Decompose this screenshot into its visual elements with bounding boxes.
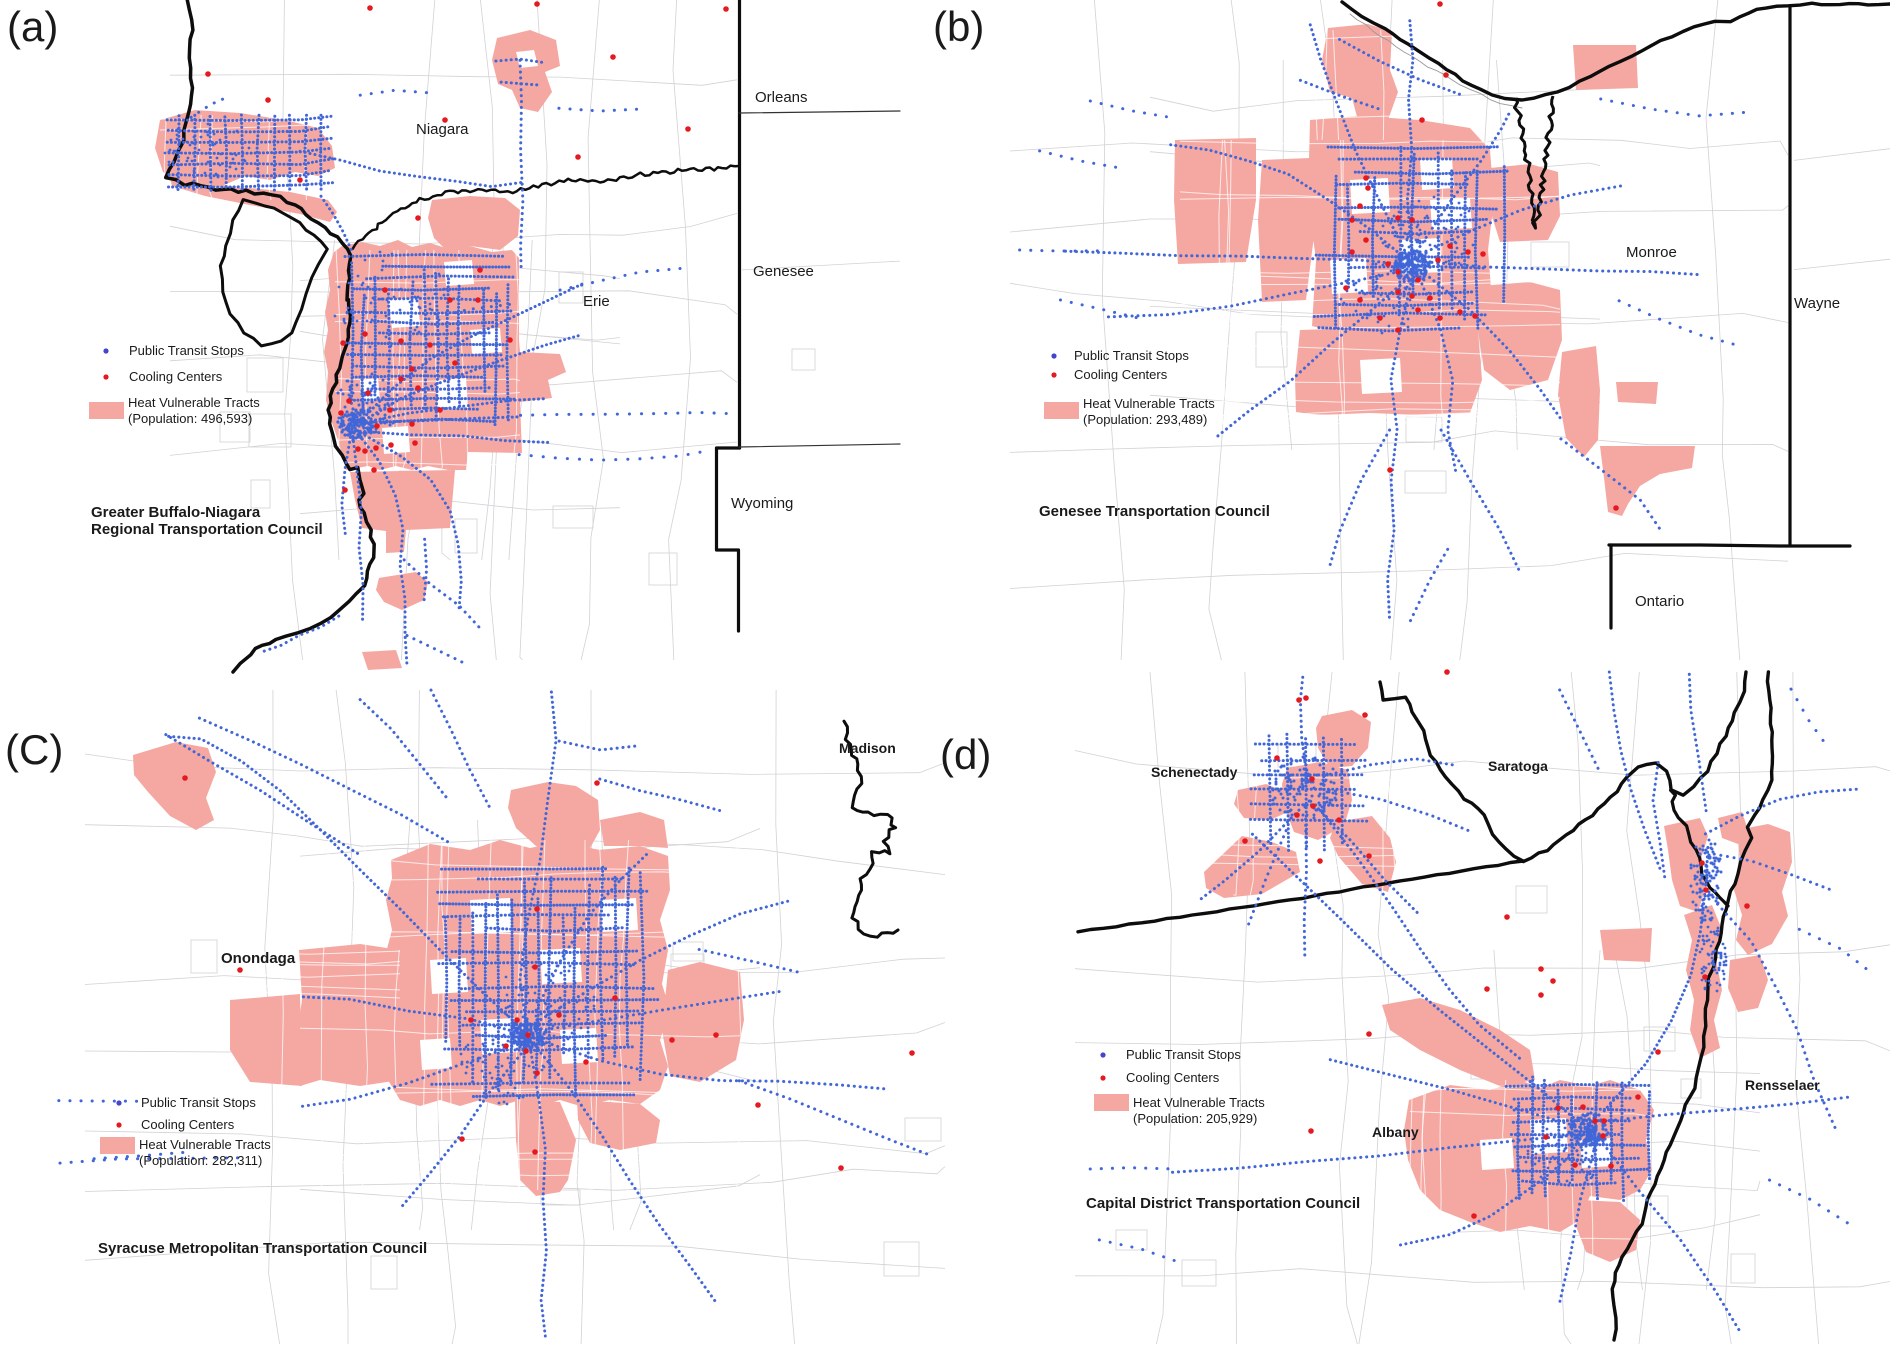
svg-text:Genesee: Genesee (753, 263, 814, 280)
svg-text:Cooling Centers: Cooling Centers (1126, 1070, 1220, 1085)
svg-text:(Population: 496,593): (Population: 496,593) (128, 411, 252, 426)
svg-text:(a): (a) (7, 3, 58, 50)
svg-text:Monroe: Monroe (1626, 244, 1677, 261)
svg-text:Rensselaer: Rensselaer (1745, 1077, 1820, 1093)
svg-text:Erie: Erie (583, 293, 610, 310)
svg-text:Public Transit Stops: Public Transit Stops (129, 343, 244, 358)
svg-text:Capital District Transportatio: Capital District Transportation Council (1086, 1195, 1360, 1212)
svg-text:Madison: Madison (839, 740, 896, 756)
svg-text:(Population: 293,489): (Population: 293,489) (1083, 412, 1207, 427)
svg-text:(d): (d) (940, 731, 991, 778)
svg-text:Niagara: Niagara (416, 121, 469, 138)
svg-text:Public Transit Stops: Public Transit Stops (1126, 1047, 1241, 1062)
svg-text:Orleans: Orleans (755, 89, 808, 106)
svg-text:Regional Transportation Counci: Regional Transportation Council (91, 521, 323, 538)
svg-text:Cooling Centers: Cooling Centers (141, 1117, 235, 1132)
svg-text:(Population: 205,929): (Population: 205,929) (1133, 1111, 1257, 1126)
svg-text:Cooling Centers: Cooling Centers (1074, 367, 1168, 382)
svg-text:Onondaga: Onondaga (221, 950, 296, 967)
svg-text:Syracuse Metropolitan Transpor: Syracuse Metropolitan Transportation Cou… (98, 1240, 427, 1257)
svg-text:Public Transit Stops: Public Transit Stops (141, 1095, 256, 1110)
svg-text:Heat Vulnerable Tracts: Heat Vulnerable Tracts (1083, 396, 1215, 411)
svg-text:Wayne: Wayne (1794, 295, 1840, 312)
svg-text:Heat Vulnerable Tracts: Heat Vulnerable Tracts (128, 395, 260, 410)
svg-text:Cooling Centers: Cooling Centers (129, 369, 223, 384)
svg-text:Genesee Transportation Council: Genesee Transportation Council (1039, 503, 1270, 520)
svg-text:Public Transit Stops: Public Transit Stops (1074, 348, 1189, 363)
svg-text:Heat Vulnerable Tracts: Heat Vulnerable Tracts (139, 1137, 271, 1152)
svg-text:Greater Buffalo-Niagara: Greater Buffalo-Niagara (91, 504, 261, 521)
svg-text:Ontario: Ontario (1635, 593, 1684, 610)
svg-text:(C): (C) (5, 726, 63, 773)
svg-text:Wyoming: Wyoming (731, 495, 793, 512)
svg-text:Saratoga: Saratoga (1488, 758, 1548, 774)
svg-text:Heat Vulnerable Tracts: Heat Vulnerable Tracts (1133, 1095, 1265, 1110)
svg-text:Schenectady: Schenectady (1151, 764, 1238, 780)
svg-text:Albany: Albany (1372, 1124, 1419, 1140)
svg-text:(Population: 282,311): (Population: 282,311) (139, 1153, 262, 1168)
svg-text:(b): (b) (933, 3, 984, 50)
